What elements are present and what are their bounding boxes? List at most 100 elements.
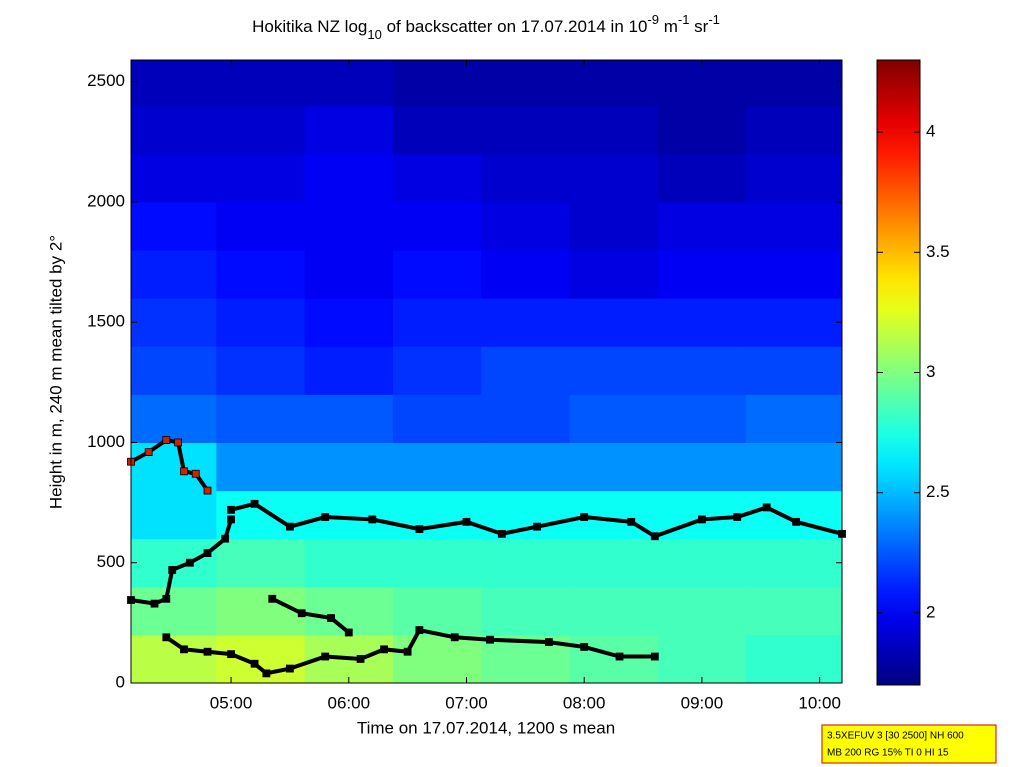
layer-marker bbox=[650, 532, 659, 541]
heat-cell bbox=[304, 298, 394, 347]
heat-cell bbox=[216, 298, 306, 347]
heat-cell bbox=[569, 201, 659, 251]
layer-marker bbox=[168, 566, 177, 574]
heat-cell bbox=[304, 346, 394, 395]
heat-cell bbox=[216, 394, 306, 443]
heat-cell bbox=[392, 105, 482, 155]
layer-marker bbox=[162, 436, 171, 444]
layer-marker bbox=[403, 647, 412, 656]
heat-cell bbox=[746, 394, 843, 443]
layer-marker bbox=[650, 652, 659, 661]
heat-cell bbox=[657, 105, 747, 155]
colorbar-tick-label: 3.5 bbox=[926, 242, 950, 261]
heat-cell bbox=[657, 153, 747, 203]
heat-cell bbox=[131, 490, 217, 540]
heat-cell bbox=[657, 538, 747, 588]
heat-cell bbox=[569, 60, 659, 107]
heat-cell bbox=[746, 442, 843, 492]
title-sup: -1 bbox=[708, 12, 720, 27]
heat-cell bbox=[657, 60, 747, 107]
layer-markers bbox=[127, 436, 846, 678]
heat-cell bbox=[657, 201, 747, 251]
heatmap bbox=[131, 60, 843, 684]
heat-cell bbox=[216, 60, 306, 107]
layer-marker bbox=[627, 517, 636, 526]
layer-marker bbox=[250, 659, 259, 668]
heat-cell bbox=[392, 153, 482, 203]
info-line: 3.5XEFUV 3 [30 2500] NH 600 bbox=[827, 731, 964, 742]
layer-marker bbox=[162, 633, 171, 642]
heat-cell bbox=[657, 394, 747, 443]
title-sup: -1 bbox=[678, 12, 690, 27]
heat-cell bbox=[746, 201, 843, 251]
layer-marker bbox=[262, 669, 271, 678]
heat-cell bbox=[657, 442, 747, 492]
heat-cell bbox=[481, 586, 570, 636]
title-sup: -9 bbox=[647, 12, 659, 27]
heat-cell bbox=[657, 634, 747, 684]
layer-marker bbox=[191, 469, 200, 478]
heat-cell bbox=[392, 60, 482, 107]
heat-cell bbox=[657, 298, 747, 347]
heat-cell bbox=[392, 442, 482, 492]
x-tick-label: 06:00 bbox=[327, 693, 370, 712]
heat-cell bbox=[304, 60, 394, 107]
heat-cell bbox=[746, 60, 843, 107]
heat-cell bbox=[131, 394, 217, 443]
heat-cell bbox=[131, 60, 217, 107]
heat-cell bbox=[746, 153, 843, 203]
layer-marker bbox=[533, 522, 542, 531]
layer-marker bbox=[174, 438, 182, 447]
layer-marker bbox=[327, 614, 336, 622]
heat-cell bbox=[746, 250, 843, 299]
heat-cell bbox=[216, 586, 306, 636]
heat-cell bbox=[216, 490, 306, 540]
layer-line bbox=[165, 627, 655, 676]
heat-cell bbox=[131, 250, 217, 299]
colorbar-tick-label: 3 bbox=[926, 362, 935, 381]
heat-cell bbox=[304, 250, 394, 299]
layer-marker bbox=[580, 643, 589, 651]
heat-cell bbox=[304, 201, 394, 251]
layer-marker bbox=[415, 626, 424, 634]
layer-marker bbox=[286, 522, 294, 531]
heat-cell bbox=[392, 346, 482, 395]
x-tick-label: 09:00 bbox=[681, 693, 724, 712]
title-part: Hokitika NZ log bbox=[252, 17, 367, 36]
heat-cell bbox=[746, 634, 843, 684]
heat-cell bbox=[657, 250, 747, 299]
colorbar-tick-label: 4 bbox=[926, 122, 935, 141]
heat-cell bbox=[216, 250, 306, 299]
layer-marker bbox=[321, 652, 330, 661]
title-part: of backscatter on 17.07.2014 in 10 bbox=[382, 17, 648, 36]
heat-cell bbox=[304, 586, 394, 636]
layer-marker bbox=[162, 594, 171, 603]
heat-cell bbox=[131, 105, 217, 155]
heat-cell bbox=[216, 153, 306, 203]
y-tick-label: 2000 bbox=[87, 191, 125, 210]
heat-cell bbox=[216, 538, 306, 588]
y-tick-label: 500 bbox=[97, 552, 125, 571]
axes-frame bbox=[130, 59, 843, 684]
heat-cell bbox=[569, 394, 659, 443]
layer-marker bbox=[250, 499, 259, 508]
heat-cell bbox=[216, 634, 306, 684]
heat-cell bbox=[392, 586, 482, 636]
layer-marker bbox=[150, 599, 159, 608]
heat-cell bbox=[569, 346, 659, 395]
heat-cell bbox=[392, 298, 482, 347]
info-box bbox=[821, 724, 997, 764]
layer-marker bbox=[733, 513, 742, 521]
heat-cell bbox=[216, 201, 306, 251]
heat-cell bbox=[131, 346, 217, 395]
layer-marker bbox=[344, 628, 353, 637]
heat-cell bbox=[481, 201, 570, 251]
layer-marker bbox=[144, 448, 153, 456]
layer-marker bbox=[286, 664, 294, 673]
heat-cell bbox=[569, 586, 659, 636]
x-axis-label: Time on 17.07.2014, 1200 s mean bbox=[357, 718, 615, 737]
heat-cell bbox=[131, 538, 217, 588]
heat-cell bbox=[657, 346, 747, 395]
colorbar-tick-label: 2.5 bbox=[926, 482, 950, 501]
